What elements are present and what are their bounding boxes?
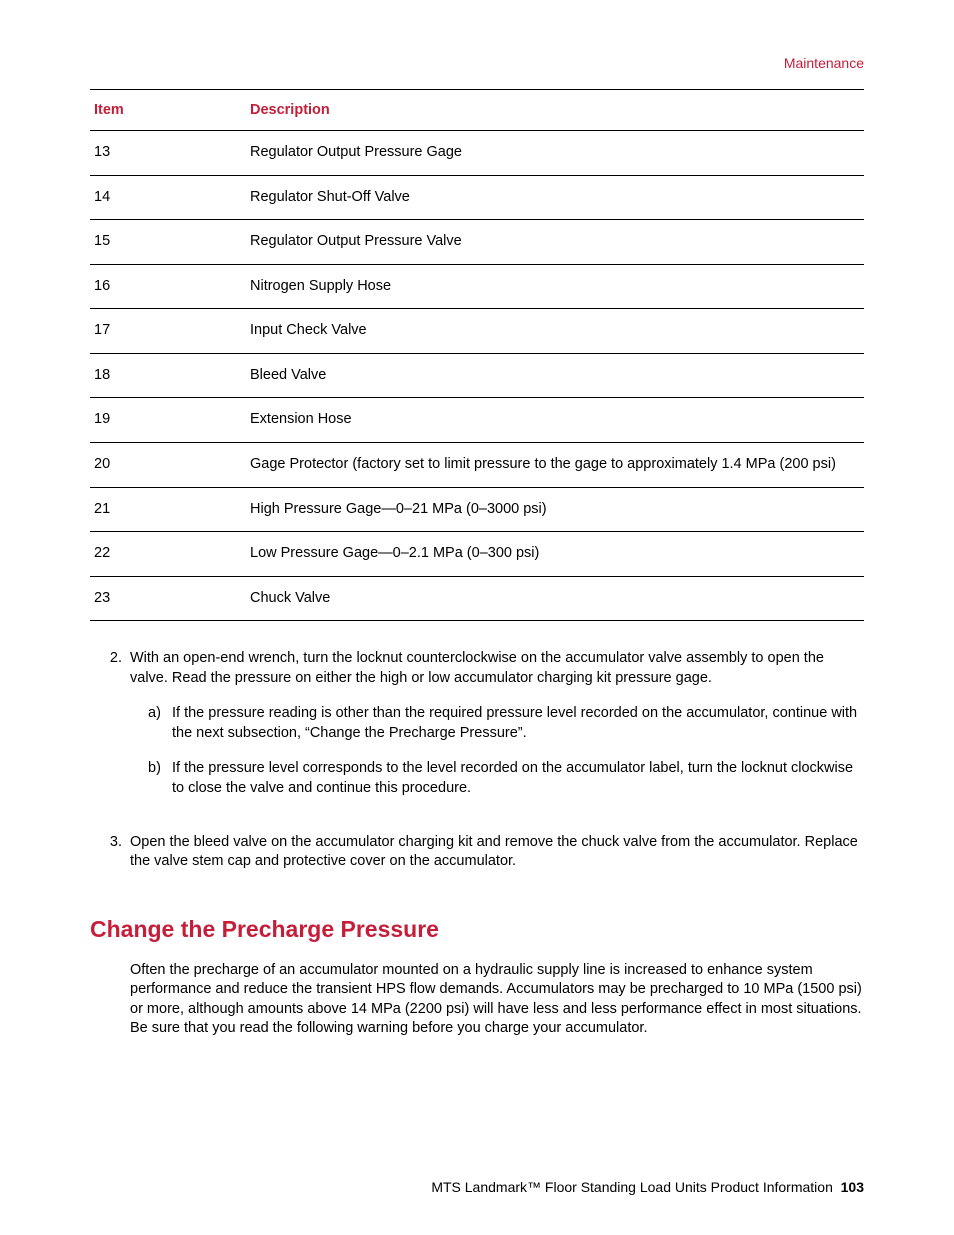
cell-description: Nitrogen Supply Hose (250, 264, 864, 309)
col-header-item: Item (90, 90, 250, 131)
step-text: With an open-end wrench, turn the locknu… (130, 650, 824, 686)
cell-description: Input Check Valve (250, 309, 864, 354)
page-content: Maintenance Item Description 13Regulator… (0, 0, 954, 1039)
cell-item: 13 (90, 131, 250, 176)
table-header-row: Item Description (90, 90, 864, 131)
cell-description: Regulator Output Pressure Gage (250, 131, 864, 176)
substep-text: If the pressure level corresponds to the… (172, 759, 864, 798)
substep-text: If the pressure reading is other than th… (172, 704, 864, 743)
cell-item: 15 (90, 220, 250, 265)
cell-item: 23 (90, 576, 250, 621)
cell-item: 22 (90, 532, 250, 577)
item-description-table: Item Description 13Regulator Output Pres… (90, 89, 864, 621)
table-row: 15Regulator Output Pressure Valve (90, 220, 864, 265)
cell-item: 18 (90, 353, 250, 398)
cell-item: 21 (90, 487, 250, 532)
cell-item: 19 (90, 398, 250, 443)
substep: b) If the pressure level corresponds to … (130, 759, 864, 798)
cell-item: 16 (90, 264, 250, 309)
step-number: 3. (90, 833, 130, 872)
table-row: 20Gage Protector (factory set to limit p… (90, 442, 864, 487)
table-row: 16Nitrogen Supply Hose (90, 264, 864, 309)
col-header-description: Description (250, 90, 864, 131)
substep: a) If the pressure reading is other than… (130, 704, 864, 743)
table-row: 13Regulator Output Pressure Gage (90, 131, 864, 176)
cell-description: Extension Hose (250, 398, 864, 443)
procedure-steps: 2. With an open-end wrench, turn the loc… (90, 649, 864, 872)
cell-item: 14 (90, 175, 250, 220)
step-number: 2. (90, 649, 130, 814)
step-text: Open the bleed valve on the accumulator … (130, 834, 858, 870)
cell-description: Low Pressure Gage—0–2.1 MPa (0–300 psi) (250, 532, 864, 577)
footer-doc-title: MTS Landmark™ Floor Standing Load Units … (431, 1179, 833, 1195)
section-heading: Change the Precharge Pressure (90, 916, 864, 943)
cell-description: Regulator Output Pressure Valve (250, 220, 864, 265)
table-row: 18Bleed Valve (90, 353, 864, 398)
header-section-label: Maintenance (90, 55, 864, 71)
cell-description: Regulator Shut-Off Valve (250, 175, 864, 220)
cell-description: High Pressure Gage—0–21 MPa (0–3000 psi) (250, 487, 864, 532)
table-row: 23Chuck Valve (90, 576, 864, 621)
cell-item: 17 (90, 309, 250, 354)
table-row: 17Input Check Valve (90, 309, 864, 354)
section-body: Often the precharge of an accumulator mo… (90, 961, 864, 1039)
procedure-step: 3. Open the bleed valve on the accumulat… (90, 833, 864, 872)
table-row: 19Extension Hose (90, 398, 864, 443)
step-body: With an open-end wrench, turn the locknu… (130, 649, 864, 814)
table-row: 21High Pressure Gage—0–21 MPa (0–3000 ps… (90, 487, 864, 532)
substep-letter: a) (148, 704, 172, 743)
substep-letter: b) (148, 759, 172, 798)
cell-description: Bleed Valve (250, 353, 864, 398)
step-body: Open the bleed valve on the accumulator … (130, 833, 864, 872)
table-row: 22Low Pressure Gage—0–2.1 MPa (0–300 psi… (90, 532, 864, 577)
table-row: 14Regulator Shut-Off Valve (90, 175, 864, 220)
cell-item: 20 (90, 442, 250, 487)
page-footer: MTS Landmark™ Floor Standing Load Units … (431, 1179, 864, 1195)
cell-description: Chuck Valve (250, 576, 864, 621)
cell-description: Gage Protector (factory set to limit pre… (250, 442, 864, 487)
substeps: a) If the pressure reading is other than… (130, 704, 864, 798)
procedure-step: 2. With an open-end wrench, turn the loc… (90, 649, 864, 814)
footer-page-number: 103 (841, 1179, 864, 1195)
